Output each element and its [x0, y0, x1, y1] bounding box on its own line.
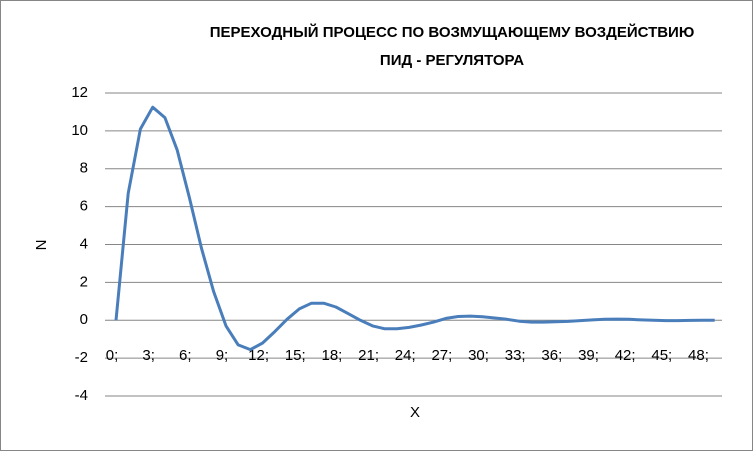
x-tick-label: 33; — [505, 347, 526, 364]
x-axis-label: X — [410, 404, 420, 421]
x-tick-label: 18; — [321, 347, 342, 364]
x-tick-label: 42; — [615, 347, 636, 364]
chart-title: ПИД - РЕГУЛЯТОРА — [380, 52, 524, 69]
x-tick-label: 24; — [395, 347, 416, 364]
x-tick-label: 3; — [142, 347, 155, 364]
y-tick-label: 6 — [80, 198, 88, 215]
x-tick-label: 0; — [106, 347, 119, 364]
data-line — [114, 105, 715, 352]
y-tick-label: 10 — [71, 122, 88, 139]
y-axis-label: N — [33, 240, 50, 251]
y-tick-label: 12 — [71, 84, 88, 101]
x-tick-label: 45; — [651, 347, 672, 364]
x-tick-label: 30; — [468, 347, 489, 364]
x-tick-label: 15; — [285, 347, 306, 364]
x-tick-label: 48; — [688, 347, 709, 364]
x-tick-label: 21; — [358, 347, 379, 364]
x-tick-label: 36; — [541, 347, 562, 364]
y-tick-label: -2 — [75, 349, 88, 366]
y-tick-label: 2 — [80, 273, 88, 290]
y-tick-label: -4 — [75, 387, 88, 404]
chart-title: ПЕРЕХОДНЫЙ ПРОЦЕСС ПО ВОЗМУЩАЮЩЕМУ ВОЗДЕ… — [210, 23, 695, 41]
y-tick-label: 8 — [80, 160, 88, 177]
x-tick-label: 6; — [179, 347, 192, 364]
x-tick-label: 39; — [578, 347, 599, 364]
x-tick-label: 12; — [248, 347, 269, 364]
y-tick-label: 0 — [80, 311, 88, 328]
x-tick-label: 9; — [216, 347, 229, 364]
x-tick-label: 27; — [431, 347, 452, 364]
y-tick-label: 4 — [80, 235, 88, 252]
